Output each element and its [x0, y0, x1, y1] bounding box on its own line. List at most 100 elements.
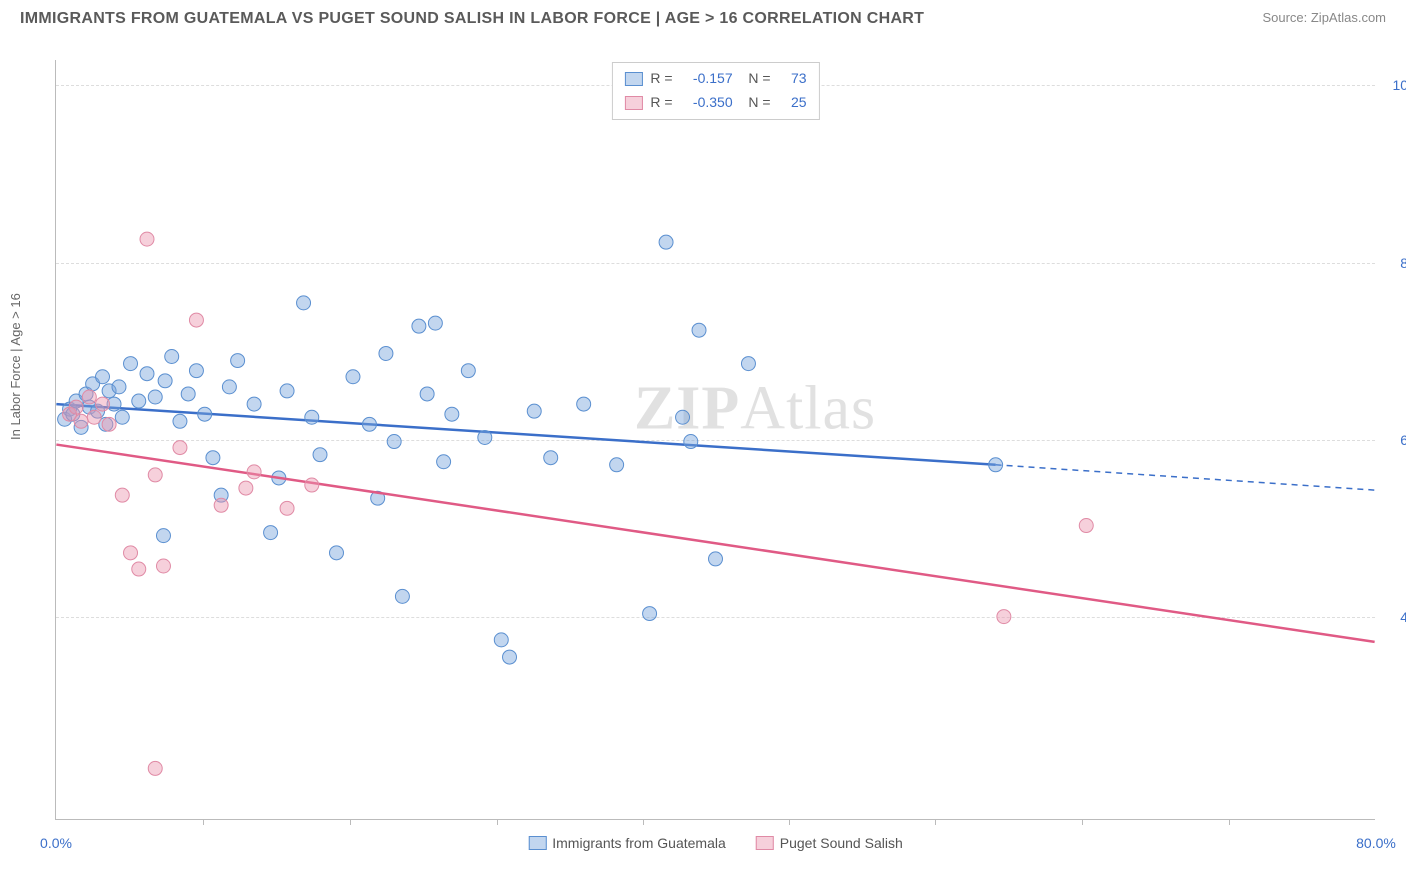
- n-label: N =: [741, 91, 771, 115]
- data-point: [222, 380, 236, 394]
- r-value: -0.157: [681, 67, 733, 91]
- data-point: [330, 546, 344, 560]
- data-point: [247, 397, 261, 411]
- correlation-stats-box: R = -0.157 N = 73 R = -0.350 N = 25: [611, 62, 819, 120]
- x-tick: [935, 819, 936, 825]
- data-point: [214, 498, 228, 512]
- data-point: [173, 441, 187, 455]
- legend-swatch: [756, 836, 774, 850]
- data-point: [643, 607, 657, 621]
- r-label: R =: [650, 91, 672, 115]
- data-point: [69, 400, 83, 414]
- data-point: [610, 458, 624, 472]
- data-point: [420, 387, 434, 401]
- data-point: [264, 526, 278, 540]
- data-point: [115, 410, 129, 424]
- chart-title: IMMIGRANTS FROM GUATEMALA VS PUGET SOUND…: [20, 10, 924, 28]
- x-tick: [1082, 819, 1083, 825]
- data-point: [112, 380, 126, 394]
- data-point: [461, 364, 475, 378]
- data-point: [741, 357, 755, 371]
- data-point: [346, 370, 360, 384]
- r-value: -0.350: [681, 91, 733, 115]
- data-point: [305, 478, 319, 492]
- data-point: [132, 394, 146, 408]
- data-point: [527, 404, 541, 418]
- data-point: [148, 468, 162, 482]
- series-legend: Immigrants from Guatemala Puget Sound Sal…: [528, 835, 902, 851]
- y-tick-label: 100.0%: [1393, 77, 1406, 93]
- data-point: [124, 357, 138, 371]
- data-point: [412, 319, 426, 333]
- source-attribution: Source: ZipAtlas.com: [1262, 10, 1386, 25]
- data-point: [709, 552, 723, 566]
- scatter-plot-svg: [56, 60, 1375, 819]
- data-point: [239, 481, 253, 495]
- data-point: [206, 451, 220, 465]
- data-point: [189, 364, 203, 378]
- data-point: [96, 397, 110, 411]
- data-point: [115, 488, 129, 502]
- data-point: [156, 559, 170, 573]
- data-point: [659, 235, 673, 249]
- data-point: [387, 435, 401, 449]
- data-point: [577, 397, 591, 411]
- data-point: [280, 384, 294, 398]
- data-point: [156, 529, 170, 543]
- x-tick: [497, 819, 498, 825]
- x-tick: [350, 819, 351, 825]
- data-point: [140, 367, 154, 381]
- n-value: 73: [779, 67, 807, 91]
- data-point: [305, 410, 319, 424]
- data-point: [503, 650, 517, 664]
- data-point: [148, 390, 162, 404]
- legend-item: Immigrants from Guatemala: [528, 835, 726, 851]
- data-point: [140, 232, 154, 246]
- stats-row: R = -0.157 N = 73: [624, 67, 806, 91]
- data-point: [478, 430, 492, 444]
- y-axis-label: In Labor Force | Age > 16: [8, 293, 23, 440]
- data-point: [181, 387, 195, 401]
- data-point: [87, 410, 101, 424]
- data-point: [280, 501, 294, 515]
- data-point: [158, 374, 172, 388]
- n-value: 25: [779, 91, 807, 115]
- legend-label: Immigrants from Guatemala: [552, 835, 726, 851]
- data-point: [96, 370, 110, 384]
- data-point: [82, 390, 96, 404]
- data-point: [297, 296, 311, 310]
- legend-label: Puget Sound Salish: [780, 835, 903, 851]
- data-point: [379, 346, 393, 360]
- data-point: [74, 414, 88, 428]
- legend-swatch: [624, 96, 642, 110]
- data-point: [428, 316, 442, 330]
- y-tick-label: 82.5%: [1400, 255, 1406, 271]
- data-point: [494, 633, 508, 647]
- n-label: N =: [741, 67, 771, 91]
- data-point: [173, 414, 187, 428]
- data-point: [544, 451, 558, 465]
- y-tick-label: 65.0%: [1400, 432, 1406, 448]
- x-tick: [1229, 819, 1230, 825]
- data-point: [198, 407, 212, 421]
- data-point: [313, 448, 327, 462]
- data-point: [437, 455, 451, 469]
- data-point: [989, 458, 1003, 472]
- data-point: [165, 350, 179, 364]
- data-point: [102, 417, 116, 431]
- data-point: [676, 410, 690, 424]
- r-label: R =: [650, 67, 672, 91]
- x-tick-label: 80.0%: [1356, 835, 1396, 851]
- x-tick: [643, 819, 644, 825]
- chart-plot-area: ZIPAtlas R = -0.157 N = 73 R = -0.350 N …: [55, 60, 1375, 820]
- y-tick-label: 47.5%: [1400, 609, 1406, 625]
- data-point: [395, 589, 409, 603]
- x-tick: [789, 819, 790, 825]
- x-tick: [203, 819, 204, 825]
- data-point: [1079, 519, 1093, 533]
- data-point: [189, 313, 203, 327]
- legend-swatch: [528, 836, 546, 850]
- trend-line-extrapolated: [996, 465, 1375, 490]
- data-point: [148, 761, 162, 775]
- data-point: [445, 407, 459, 421]
